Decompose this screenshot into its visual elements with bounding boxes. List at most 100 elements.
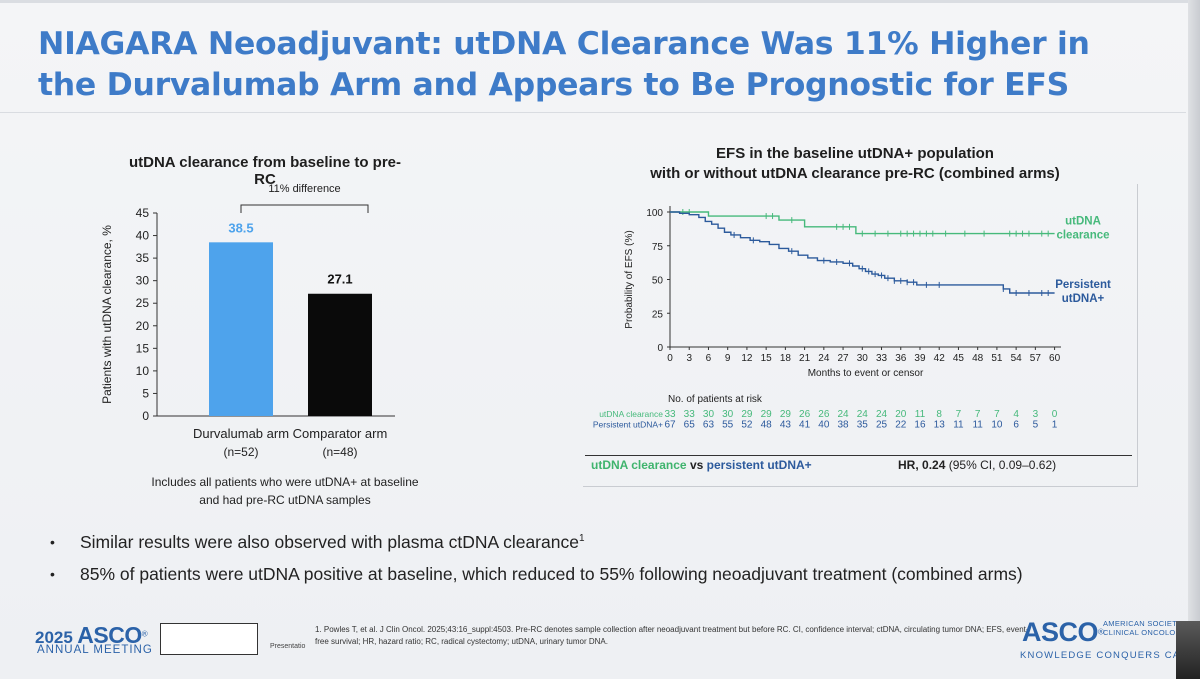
km-x-tick-label: 12 bbox=[741, 353, 753, 364]
at-risk-count: 16 bbox=[914, 420, 926, 431]
at-risk-count: 11 bbox=[915, 409, 926, 420]
km-x-tick-label: 48 bbox=[972, 353, 984, 364]
at-risk-count: 52 bbox=[741, 420, 753, 431]
km-series-label: utDNA+ bbox=[1062, 293, 1105, 305]
at-risk-count: 5 bbox=[1033, 420, 1039, 431]
km-x-tick-label: 24 bbox=[818, 353, 830, 364]
presenter-box bbox=[160, 623, 258, 655]
km-x-tick-label: 15 bbox=[761, 353, 773, 364]
difference-bracket bbox=[240, 204, 369, 213]
society-name: AMERICAN SOCIETY OF CLINICAL ONCOLOGY bbox=[1103, 619, 1200, 637]
slide-title: NIAGARA Neoadjuvant: utDNA Clearance Was… bbox=[38, 26, 1090, 103]
km-title-line-2: with or without utDNA clearance pre-RC (… bbox=[650, 165, 1060, 182]
at-risk-count: 11 bbox=[972, 420, 983, 431]
society-name-line-2: CLINICAL ONCOLOGY bbox=[1103, 627, 1188, 637]
km-title-line-1: EFS in the baseline utDNA+ population bbox=[716, 145, 994, 162]
km-y-tick-label: 100 bbox=[646, 208, 663, 219]
km-y-tick-label: 75 bbox=[652, 242, 664, 253]
km-x-tick-label: 6 bbox=[706, 353, 712, 364]
y-tick-label: 15 bbox=[136, 341, 150, 355]
x-category-label: Durvalumab arm bbox=[193, 426, 289, 441]
society-registered: ® bbox=[1098, 627, 1104, 637]
at-risk-count: 26 bbox=[818, 409, 830, 420]
at-risk-count: 24 bbox=[838, 409, 850, 420]
at-risk-count: 1 bbox=[1052, 420, 1058, 431]
km-x-tick-label: 21 bbox=[799, 353, 811, 364]
at-risk-count: 33 bbox=[664, 409, 676, 420]
km-x-tick-label: 33 bbox=[876, 353, 888, 364]
km-y-tick-label: 0 bbox=[657, 343, 663, 354]
at-risk-count: 22 bbox=[895, 420, 907, 431]
bullet-dot-icon: • bbox=[50, 566, 55, 582]
hr-ci: (95% CI, 0.09–0.62) bbox=[948, 458, 1057, 472]
hr-separator bbox=[585, 455, 1132, 456]
hr-vs: vs bbox=[689, 458, 704, 472]
at-risk-count: 11 bbox=[953, 420, 964, 431]
at-risk-count: 10 bbox=[991, 420, 1003, 431]
km-x-tick-label: 30 bbox=[857, 353, 869, 364]
km-curve-persistent bbox=[670, 211, 1055, 294]
at-risk-count: 35 bbox=[857, 420, 869, 431]
bar-comparator bbox=[308, 293, 372, 416]
km-x-tick-label: 39 bbox=[914, 353, 926, 364]
bar-chart-note: Includes all patients who were utDNA+ at… bbox=[135, 473, 435, 509]
y-tick-label: 35 bbox=[136, 251, 150, 265]
bullet-item: • Similar results were also observed wit… bbox=[50, 526, 1150, 558]
bar-chart-title: utDNA clearance from baseline to pre-RC bbox=[128, 154, 401, 188]
bullet-text: 85% of patients were utDNA positive at b… bbox=[80, 564, 1023, 584]
at-risk-count: 24 bbox=[857, 409, 869, 420]
km-x-tick-label: 18 bbox=[780, 353, 792, 364]
km-curve-clearance bbox=[670, 211, 1055, 235]
logo-asco: ASCO bbox=[77, 622, 142, 648]
at-risk-count: 0 bbox=[1052, 409, 1058, 420]
at-risk-title: No. of patients at risk bbox=[668, 394, 763, 405]
hazard-ratio-row: utDNA clearance vs persistent utDNA+ HR,… bbox=[585, 458, 1132, 480]
hr-value: 0.24 bbox=[922, 458, 946, 472]
x-category-n: (n=48) bbox=[322, 445, 357, 459]
society-tagline: KNOWLEDGE CONQUERS CANCER bbox=[1020, 650, 1200, 661]
at-risk-count: 6 bbox=[1013, 420, 1019, 431]
at-risk-count: 33 bbox=[684, 409, 696, 420]
bullet-superscript: 1 bbox=[578, 533, 585, 545]
bullet-dot-icon: • bbox=[50, 534, 55, 550]
km-x-tick-label: 54 bbox=[1011, 353, 1023, 364]
top-border bbox=[0, 0, 1200, 3]
km-x-tick-label: 27 bbox=[838, 353, 850, 364]
bar-note-line-1: Includes all patients who were utDNA+ at… bbox=[151, 475, 419, 489]
asco-society-logo: ASCO® AMERICAN SOCIETY OF CLINICAL ONCOL… bbox=[1020, 617, 1200, 661]
at-risk-count: 67 bbox=[664, 420, 676, 431]
at-risk-count: 7 bbox=[975, 409, 981, 420]
bullet-list: • Similar results were also observed wit… bbox=[50, 526, 1150, 590]
society-name-line-1: AMERICAN SOCIETY OF bbox=[1103, 619, 1196, 628]
y-tick-label: 10 bbox=[136, 364, 150, 378]
hr-value-block: HR, 0.24 (95% CI, 0.09–0.62) bbox=[898, 458, 1056, 472]
at-risk-count: 29 bbox=[780, 409, 792, 420]
at-risk-count: 20 bbox=[895, 409, 907, 420]
at-risk-count: 41 bbox=[799, 420, 811, 431]
logo-registered: ® bbox=[141, 629, 148, 639]
at-risk-row-label: Persistent utDNA+ bbox=[593, 420, 663, 430]
km-x-tick-label: 0 bbox=[667, 353, 673, 364]
hr-label-clearance: utDNA clearance bbox=[591, 458, 687, 472]
km-series-label: utDNA bbox=[1065, 216, 1101, 228]
bar-note-line-2: and had pre-RC utDNA samples bbox=[199, 493, 371, 507]
km-x-tick-label: 57 bbox=[1030, 353, 1042, 364]
hr-comparison: utDNA clearance vs persistent utDNA+ bbox=[591, 458, 812, 472]
km-y-tick-label: 50 bbox=[652, 276, 664, 287]
title-divider bbox=[0, 112, 1186, 113]
at-risk-count: 3 bbox=[1033, 409, 1039, 420]
bar-chart: 0 5 10 15 20 25 30 35 40 45 Patients with utDNA cl… bbox=[100, 183, 395, 459]
at-risk-count: 25 bbox=[876, 420, 888, 431]
y-tick-label: 5 bbox=[142, 386, 149, 400]
y-tick-label: 45 bbox=[136, 206, 150, 220]
bullet-item: • 85% of patients were utDNA positive at… bbox=[50, 558, 1150, 590]
at-risk-row-label: utDNA clearance bbox=[599, 409, 663, 419]
logo-annual-meeting: ANNUAL MEETING bbox=[37, 644, 153, 656]
at-risk-count: 24 bbox=[876, 409, 888, 420]
km-x-tick-label: 60 bbox=[1049, 353, 1061, 364]
km-x-tick-label: 42 bbox=[934, 353, 946, 364]
bar-value-label: 38.5 bbox=[228, 220, 253, 235]
y-tick-label: 30 bbox=[136, 274, 150, 288]
hr-label: HR, bbox=[898, 458, 919, 472]
y-tick-label: 25 bbox=[136, 296, 150, 310]
